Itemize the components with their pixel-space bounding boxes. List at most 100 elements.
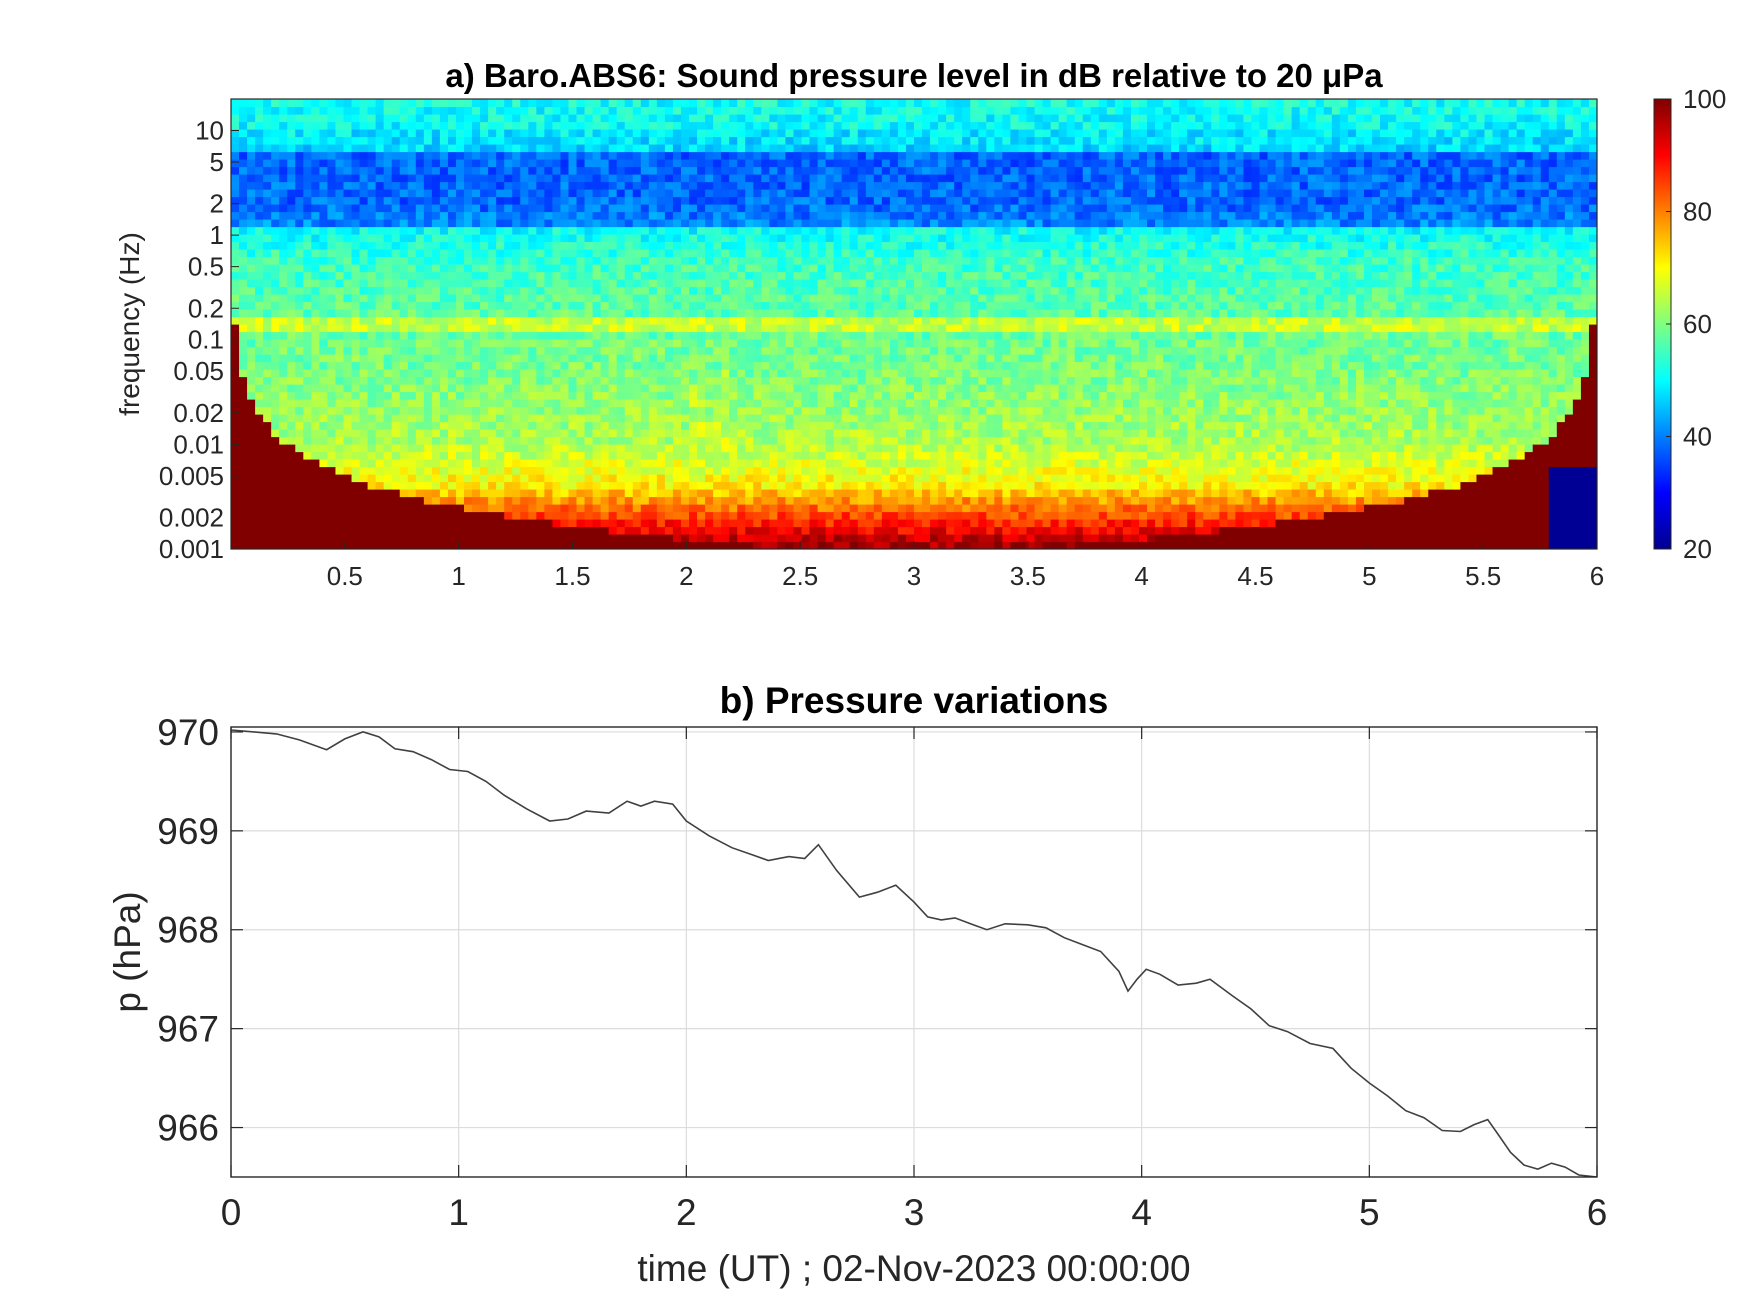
heat-cell [632, 309, 642, 318]
heat-cell [769, 249, 778, 258]
heat-cell [375, 264, 385, 273]
heat-cell [672, 324, 682, 333]
heat-cell [488, 361, 497, 370]
heat-cell [263, 459, 272, 468]
heat-cell [375, 181, 385, 190]
heat-cell [399, 294, 409, 303]
heat-cell [415, 226, 425, 235]
heat-cell [327, 436, 337, 445]
heat-cell [568, 391, 578, 400]
heat-cell [841, 294, 851, 303]
heat-cell [351, 331, 361, 340]
heat-cell [295, 189, 304, 198]
heat-cell [367, 309, 377, 318]
heat-cell [399, 436, 409, 445]
heat-cell [375, 459, 385, 468]
heat-cell [343, 114, 353, 123]
heat-cell [263, 399, 272, 408]
heat-cell [287, 511, 296, 520]
heat-cell [263, 211, 272, 220]
heat-cell [239, 264, 248, 273]
heat-cell [375, 466, 385, 475]
heat-cell [255, 436, 264, 445]
heat-cell [520, 324, 529, 333]
heat-cell [793, 496, 803, 505]
heat-cell [849, 256, 859, 265]
heat-cell [415, 219, 425, 228]
heat-cell [745, 429, 754, 438]
heat-cell [455, 474, 465, 483]
heat-cell [455, 114, 465, 123]
heat-cell [520, 354, 529, 363]
heat-cell [271, 279, 280, 288]
heat-cell [849, 504, 859, 513]
heat-cell [833, 309, 843, 318]
heat-cell [447, 294, 457, 303]
heat-cell [849, 294, 859, 303]
heat-cell [841, 211, 851, 220]
heat-cell [697, 264, 706, 273]
heat-cell [849, 279, 859, 288]
heat-cell [239, 204, 248, 213]
heat-cell [648, 481, 658, 490]
heat-cell [809, 466, 819, 475]
heat-cell [833, 384, 843, 393]
heat-cell [255, 451, 264, 460]
heat-cell [729, 339, 738, 348]
heat-cell [359, 489, 369, 498]
heat-cell [841, 489, 851, 498]
heat-cell [656, 309, 666, 318]
heat-cell [464, 174, 473, 183]
heat-cell [865, 384, 875, 393]
heat-cell [753, 121, 762, 130]
heat-cell [472, 429, 481, 438]
heat-cell [343, 459, 353, 468]
heat-cell [255, 511, 264, 520]
heat-cell [496, 376, 505, 385]
heat-cell [801, 316, 811, 325]
heat-cell [825, 256, 835, 265]
heat-cell [231, 301, 240, 310]
heat-cell [737, 174, 746, 183]
heat-cell [279, 226, 288, 235]
heat-cell [656, 324, 666, 333]
heat-cell [817, 331, 827, 340]
heat-cell [857, 211, 867, 220]
heat-cell [455, 301, 465, 310]
heat-cell [672, 436, 682, 445]
heat-cell [279, 241, 288, 250]
heat-cell [697, 391, 706, 400]
heat-cell [247, 166, 256, 175]
heat-cell [785, 324, 795, 333]
heat-cell [857, 459, 867, 468]
heat-cell [231, 519, 240, 528]
heat-cell [255, 144, 264, 153]
heat-cell [833, 129, 843, 138]
heat-cell [391, 301, 401, 310]
heat-cell [255, 429, 264, 438]
heat-cell [536, 256, 545, 265]
heat-cell [391, 189, 401, 198]
heat-cell [865, 256, 875, 265]
heat-cell [319, 181, 329, 190]
heat-cell [753, 474, 762, 483]
heat-cell [520, 429, 529, 438]
heat-cell [697, 526, 706, 535]
heat-cell [319, 489, 329, 498]
heat-cell [672, 519, 682, 528]
heat-cell [809, 399, 819, 408]
heat-cell [809, 181, 819, 190]
heat-cell [881, 204, 891, 213]
heat-cell [383, 271, 393, 280]
heat-cell [713, 459, 722, 468]
heat-cell [672, 211, 682, 220]
heat-cell [737, 219, 746, 228]
heat-cell [672, 474, 682, 483]
heat-cell [881, 474, 891, 483]
heat-cell [311, 459, 320, 468]
heat-cell [447, 339, 457, 348]
heat-cell [584, 481, 594, 490]
heat-cell [255, 219, 264, 228]
heat-cell [520, 421, 529, 430]
heat-cell [841, 264, 851, 273]
